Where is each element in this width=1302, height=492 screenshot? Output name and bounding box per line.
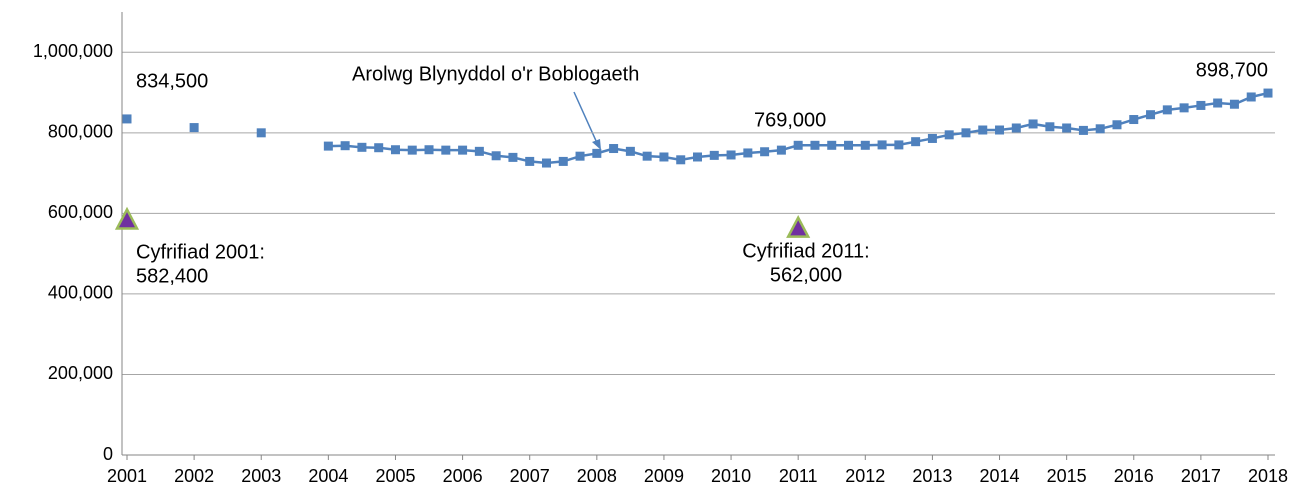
x-tick-label: 2010 (711, 466, 751, 486)
data-point (189, 123, 199, 133)
x-tick-label: 2002 (174, 466, 214, 486)
x-tick-label: 2012 (845, 466, 885, 486)
x-tick-label: 2005 (375, 466, 415, 486)
x-tick-label: 2016 (1114, 466, 1154, 486)
annotation: 834,500 (136, 70, 208, 92)
data-point (474, 146, 484, 156)
data-point (1179, 103, 1189, 113)
y-tick-label: 400,000 (48, 283, 113, 303)
data-point (995, 125, 1005, 135)
data-point (961, 128, 971, 138)
data-point (541, 158, 551, 168)
data-point (642, 151, 652, 161)
x-tick-label: 2001 (107, 466, 147, 486)
x-tick-label: 2015 (1047, 466, 1087, 486)
data-point (575, 151, 585, 161)
data-point (1062, 123, 1072, 133)
data-point (1112, 120, 1122, 130)
data-point (1028, 119, 1038, 129)
data-point (256, 128, 266, 138)
data-point (508, 152, 518, 162)
annotation: 898,700 (1196, 59, 1268, 81)
data-point (894, 140, 904, 150)
data-point (927, 133, 937, 143)
data-point (592, 148, 602, 158)
census-marker (786, 214, 811, 238)
data-point (860, 140, 870, 150)
data-point (1229, 99, 1239, 109)
data-point (693, 152, 702, 162)
data-point (441, 145, 451, 155)
annotation: 769,000 (754, 109, 826, 131)
y-tick-label: 0 (103, 444, 113, 464)
x-tick-label: 2003 (241, 466, 281, 486)
data-point (793, 140, 803, 150)
x-tick-label: 2014 (980, 466, 1020, 486)
data-point (659, 152, 669, 162)
data-point (458, 145, 468, 155)
data-point (122, 114, 132, 124)
data-point (676, 155, 686, 165)
census-marker (114, 206, 140, 230)
data-point (609, 144, 619, 154)
data-point (1011, 123, 1021, 133)
x-tick-label: 2008 (577, 466, 617, 486)
data-point (877, 140, 887, 150)
data-point (776, 145, 786, 155)
annotation: Arolwg Blynyddol o'r Boblogaeth (352, 63, 639, 85)
data-point (827, 140, 837, 150)
data-point (1213, 98, 1223, 108)
data-point (1129, 115, 1139, 125)
data-point (1045, 122, 1055, 132)
annotation-arrow (573, 91, 598, 144)
data-point (491, 151, 501, 161)
annotation: 562,000 (770, 264, 842, 286)
x-tick-label: 2007 (510, 466, 550, 486)
data-point (424, 145, 434, 155)
y-tick-label: 800,000 (48, 122, 113, 142)
y-tick-label: 200,000 (48, 363, 113, 383)
data-point (844, 140, 854, 150)
x-tick-label: 2011 (779, 466, 818, 486)
data-point (1263, 88, 1273, 98)
data-point (558, 156, 568, 166)
data-point (1162, 105, 1172, 115)
data-point (374, 143, 384, 153)
x-tick-label: 2004 (308, 466, 348, 486)
data-point (407, 145, 417, 155)
data-point (709, 150, 719, 160)
x-tick-label: 2006 (443, 466, 483, 486)
y-tick-label: 1,000,000 (33, 41, 113, 61)
data-point (1196, 100, 1206, 110)
x-tick-label: 2013 (912, 466, 952, 486)
data-point (625, 146, 635, 156)
x-tick-label: 2017 (1181, 466, 1221, 486)
data-point (1246, 92, 1256, 102)
data-point (911, 137, 921, 147)
data-point (357, 142, 367, 152)
y-tick-label: 600,000 (48, 202, 113, 222)
annotation: Cyfrifiad 2001: (136, 241, 265, 263)
x-tick-label: 2018 (1248, 466, 1288, 486)
data-point (390, 145, 400, 155)
annotation-arrowhead (592, 139, 601, 150)
data-point (944, 130, 954, 140)
data-point (1078, 125, 1088, 135)
data-point (743, 148, 753, 158)
data-point (978, 125, 988, 135)
data-point (726, 150, 736, 160)
data-point (1095, 124, 1105, 134)
annotation: 582,400 (136, 265, 208, 287)
data-point (1146, 110, 1156, 120)
x-tick-label: 2009 (644, 466, 684, 486)
data-point (525, 156, 535, 166)
data-point (323, 141, 333, 151)
annotation: Cyfrifiad 2011: (742, 240, 869, 262)
data-point (810, 140, 820, 150)
data-point (340, 141, 350, 151)
data-point (760, 147, 770, 157)
